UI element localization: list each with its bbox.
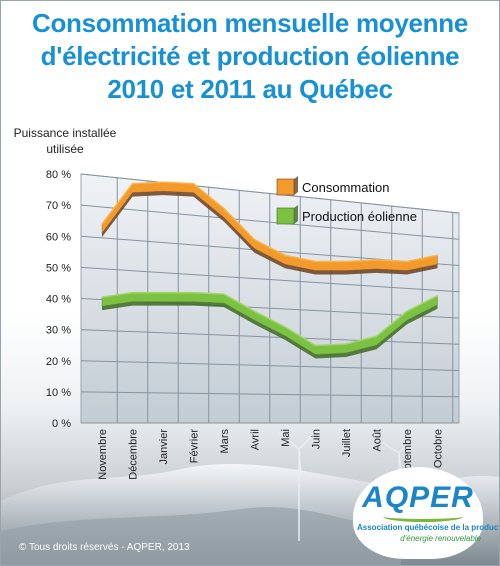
legend-swatch [276, 178, 295, 196]
x-tick-label: Décembre [128, 429, 140, 480]
title-line-2: d'électricité et production éolienne [40, 41, 460, 71]
y-tick-label: 70 % [46, 200, 71, 212]
y-axis-label: Puissance installée utilisée [13, 126, 117, 156]
y-tick-label: 20 % [46, 356, 71, 368]
x-tick-label: Novembre [97, 429, 109, 480]
y-tick-label: 50 % [46, 262, 71, 274]
series-layer [101, 181, 438, 359]
series-top-edge [101, 181, 438, 263]
logo-line-1: Association québécoise de la production [357, 523, 500, 532]
x-tick-label: Juin [311, 429, 323, 449]
x-tick-label: Mai [280, 429, 292, 447]
x-tick-label: Janvier [158, 429, 170, 465]
wind-turbine-icon [278, 430, 318, 541]
aqper-logo: AQPER Association québécoise de la produ… [353, 467, 500, 559]
logo-line-2: d'énergie renouvelable [400, 534, 481, 543]
x-tick-label: Mars [219, 429, 231, 454]
legend-label: Consommation [302, 180, 389, 195]
legend-swatch [276, 207, 295, 225]
x-tick-label: Avril [250, 429, 262, 450]
y-tick-label: 10 % [46, 387, 71, 399]
y-tick-label: 40 % [46, 294, 71, 306]
title-line-3: 2010 et 2011 au Québec [107, 74, 393, 104]
series-top-edge [101, 291, 438, 347]
series-ribbon-shadow [102, 191, 438, 275]
x-tick-label: Février [189, 429, 201, 464]
series-ribbon-shadow [102, 301, 438, 359]
y-tick-label: 80 % [46, 169, 71, 181]
x-axis: Novembre Décembre Janvier Février Mars Avril M… [97, 429, 445, 483]
logo-wordmark: AQPER [362, 481, 474, 514]
legend-swatch-side [294, 176, 298, 195]
logo-swoosh-icon [383, 511, 463, 522]
title-line-1: Consommation mensuelle moyenne [32, 8, 468, 38]
x-tick-label: Août [372, 429, 384, 452]
landscape-foreground [1, 507, 401, 565]
x-tick-label: Octobre [433, 429, 445, 468]
legend-swatch-side [294, 205, 298, 224]
y-tick-label: 30 % [46, 325, 71, 337]
y-axis: 0 % 10 % 20 % 30 % 40 % 50 % 60 % 70 % 80 % [46, 169, 71, 430]
chart-title: Consommation mensuelle moyenne d'électri… [1, 7, 499, 106]
y-tick-label: 0 % [52, 418, 71, 430]
legend-label: Production éolienne [302, 209, 417, 224]
legend: Consommation Production éolienne [276, 176, 417, 225]
x-tick-label: Juillet [341, 429, 353, 457]
copyright-text: © Tous droits réservés - AQPER, 2013 [19, 542, 190, 553]
y-tick-label: 60 % [46, 231, 71, 243]
